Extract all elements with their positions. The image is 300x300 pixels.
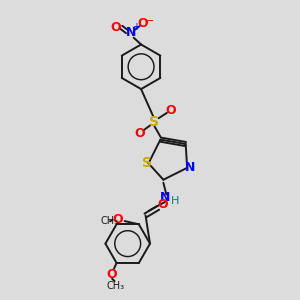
Text: H: H	[171, 196, 179, 206]
Text: −: −	[145, 16, 154, 26]
Text: CH₃: CH₃	[100, 216, 118, 226]
Text: S: S	[149, 115, 160, 129]
Text: O: O	[138, 17, 148, 30]
Text: O: O	[107, 268, 117, 281]
Text: O: O	[134, 127, 145, 140]
Text: O: O	[112, 213, 123, 226]
Text: N: N	[160, 191, 171, 204]
Text: O: O	[110, 21, 121, 34]
Text: N: N	[185, 161, 195, 174]
Text: +: +	[132, 22, 140, 32]
Text: O: O	[157, 198, 168, 211]
Text: CH₃: CH₃	[106, 280, 124, 290]
Text: S: S	[142, 156, 152, 170]
Text: N: N	[125, 26, 136, 39]
Text: O: O	[166, 104, 176, 117]
